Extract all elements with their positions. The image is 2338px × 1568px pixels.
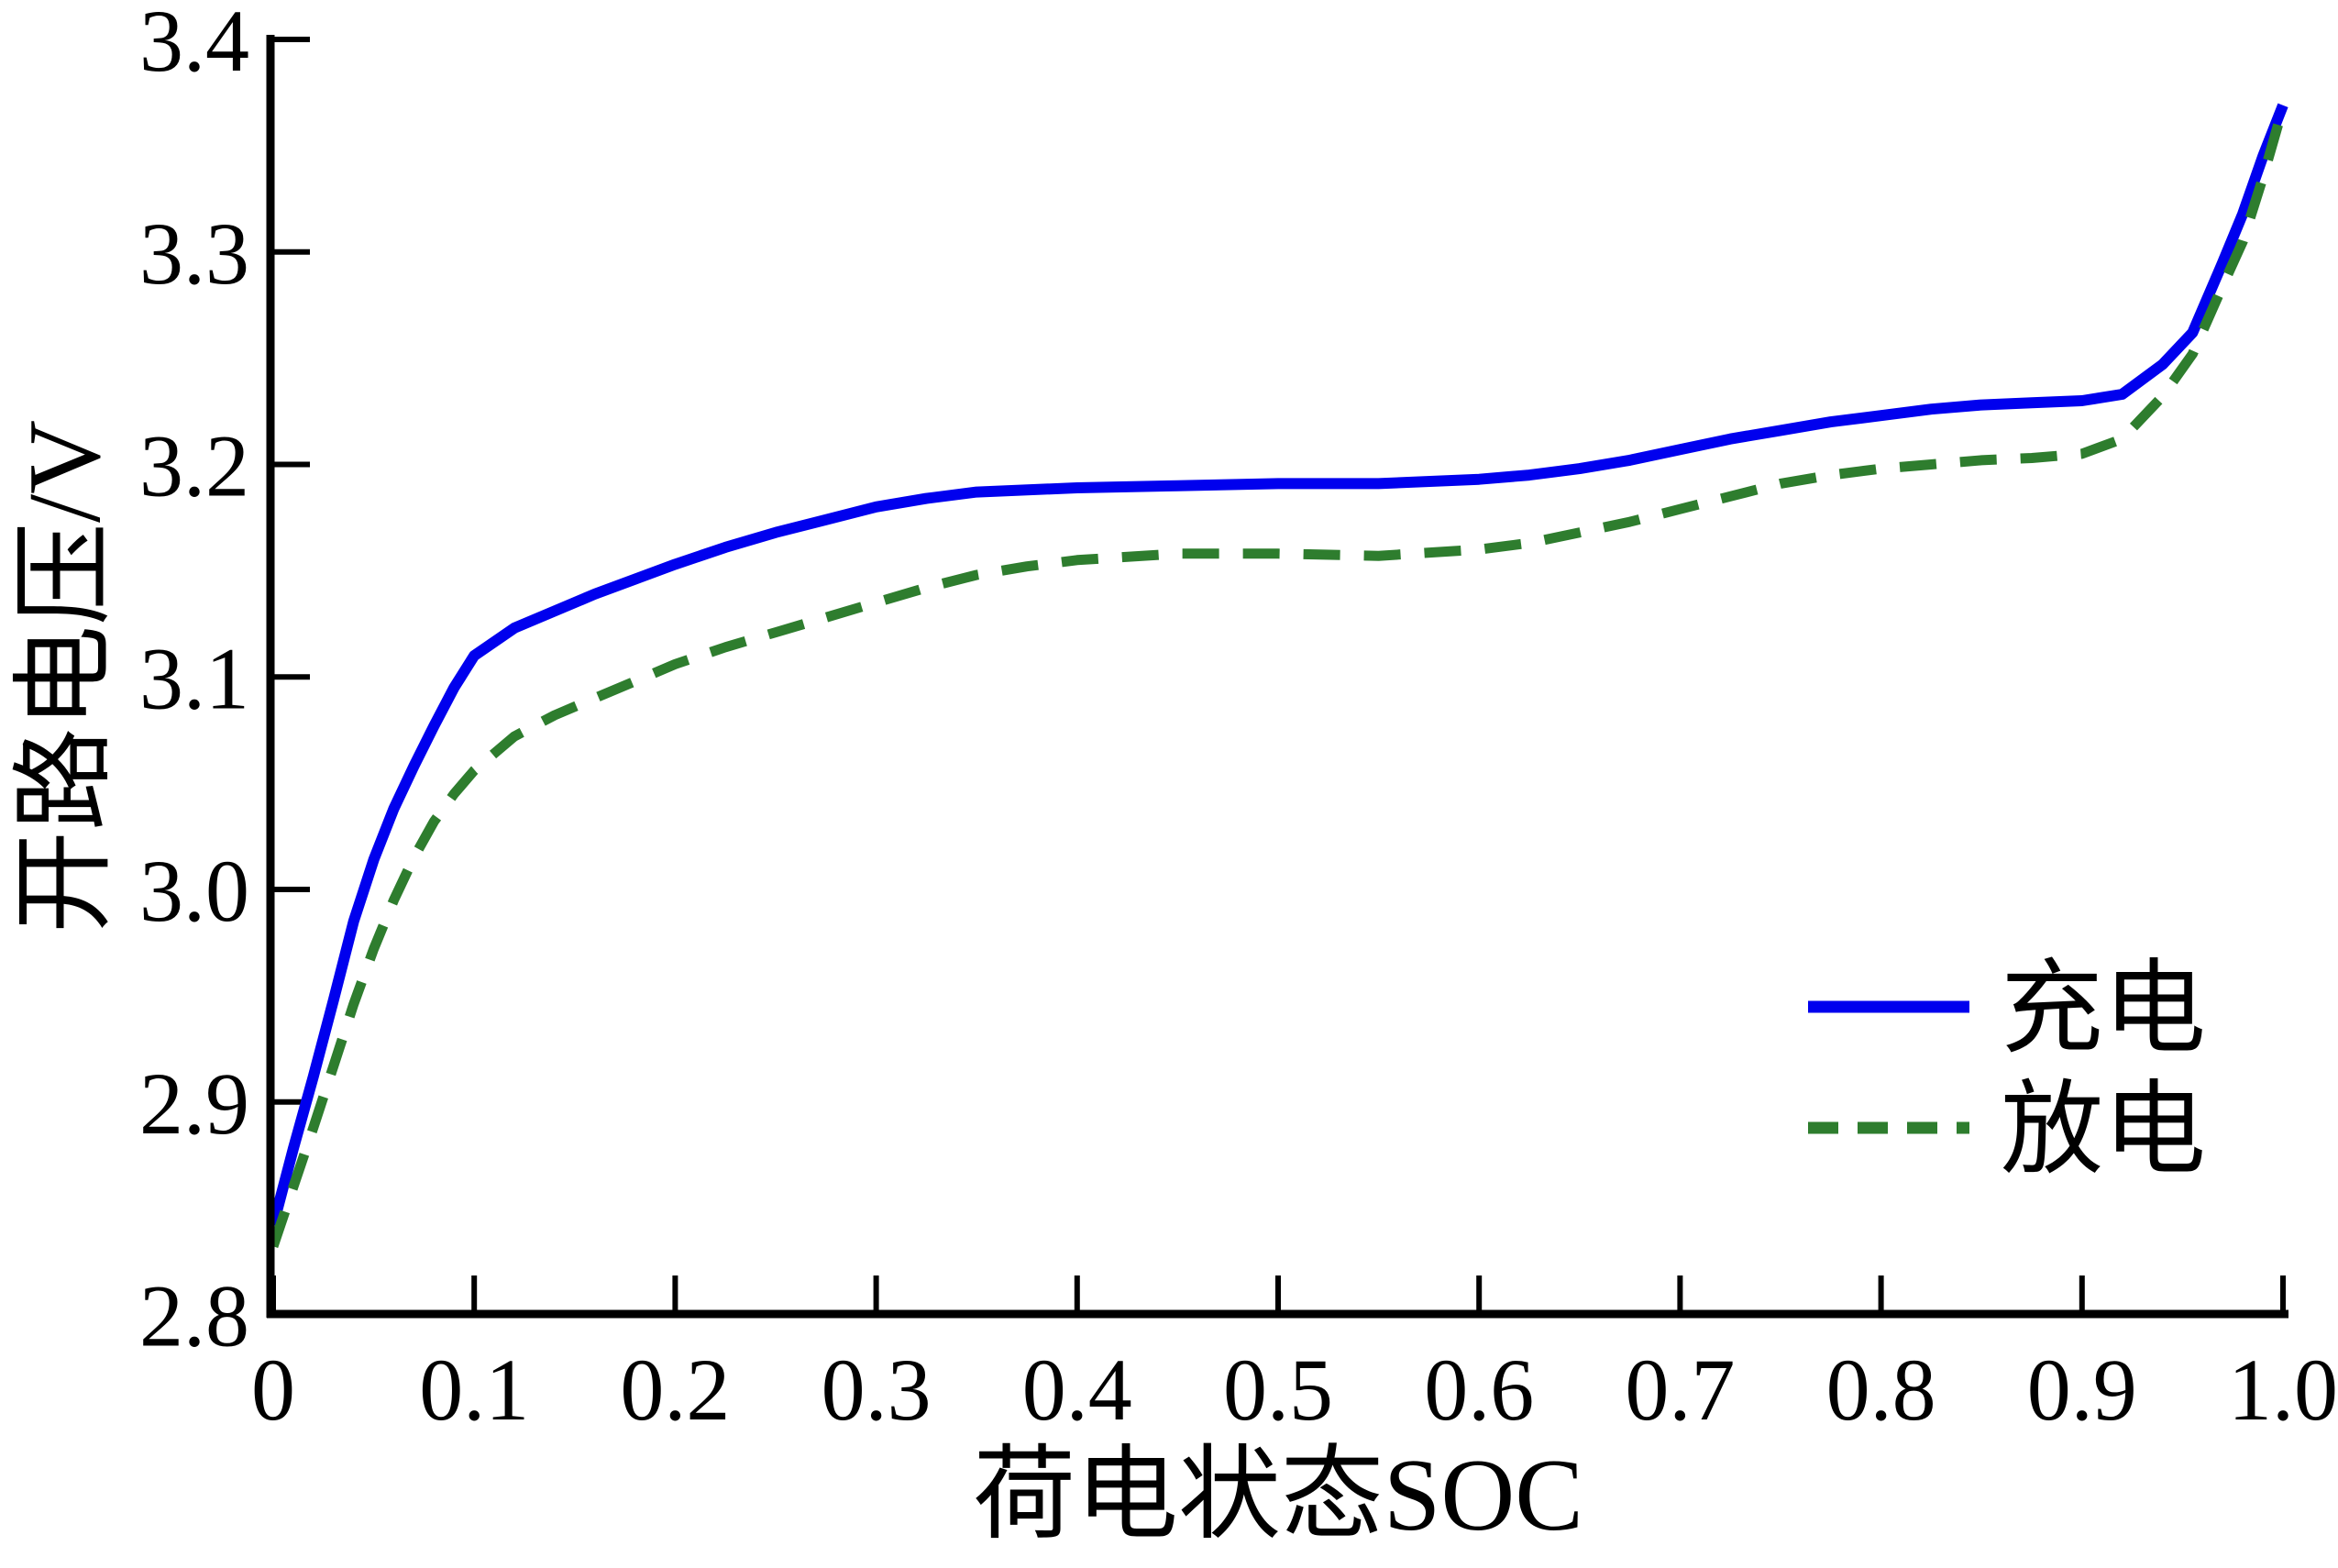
x-tick-label: 0 bbox=[251, 1341, 295, 1439]
y-tick-label: 3.2 bbox=[139, 417, 249, 515]
discharge-curve bbox=[268, 105, 2288, 1249]
charge-curve bbox=[268, 103, 2288, 1227]
curves bbox=[268, 103, 2288, 1249]
x-tick-label: 0.6 bbox=[1424, 1341, 1534, 1439]
tick-labels: 0 0.1 0.2 0.3 0.4 0.5 0.6 0.7 0.8 0.9 1.0 2.8 2.9 3.0… bbox=[139, 0, 2338, 1439]
y-tick-label: 2.8 bbox=[139, 1267, 249, 1365]
legend-item-discharge: 放电 bbox=[1808, 1074, 2206, 1187]
y-tick-label: 3.1 bbox=[139, 629, 249, 727]
axis-ticks bbox=[270, 37, 2286, 1310]
x-tick-label: 1.0 bbox=[2228, 1341, 2338, 1439]
x-tick-label: 0.7 bbox=[1625, 1341, 1735, 1439]
x-tick-label: 0.8 bbox=[1826, 1341, 1936, 1439]
y-tick-label: 2.9 bbox=[139, 1055, 249, 1153]
y-tick-label: 3.0 bbox=[139, 842, 249, 940]
x-axis-title: 荷电状态SOC bbox=[973, 1439, 1583, 1552]
x-tick-label: 0.3 bbox=[822, 1341, 932, 1439]
legend-item-charge: 充电 bbox=[1808, 953, 2206, 1066]
x-tick-label: 0.1 bbox=[419, 1341, 529, 1439]
x-tick-label: 0.4 bbox=[1022, 1341, 1132, 1439]
legend-label: 充电 bbox=[2001, 953, 2206, 1066]
x-tick-label: 0.2 bbox=[620, 1341, 730, 1439]
x-tick-label: 0.9 bbox=[2027, 1341, 2137, 1439]
x-tick-label: 0.5 bbox=[1223, 1341, 1333, 1439]
y-axis-title: 开路电压/V bbox=[8, 420, 122, 933]
legend-label: 放电 bbox=[2001, 1074, 2206, 1187]
y-tick-label: 3.3 bbox=[139, 204, 249, 303]
y-tick-label: 3.4 bbox=[139, 0, 249, 90]
